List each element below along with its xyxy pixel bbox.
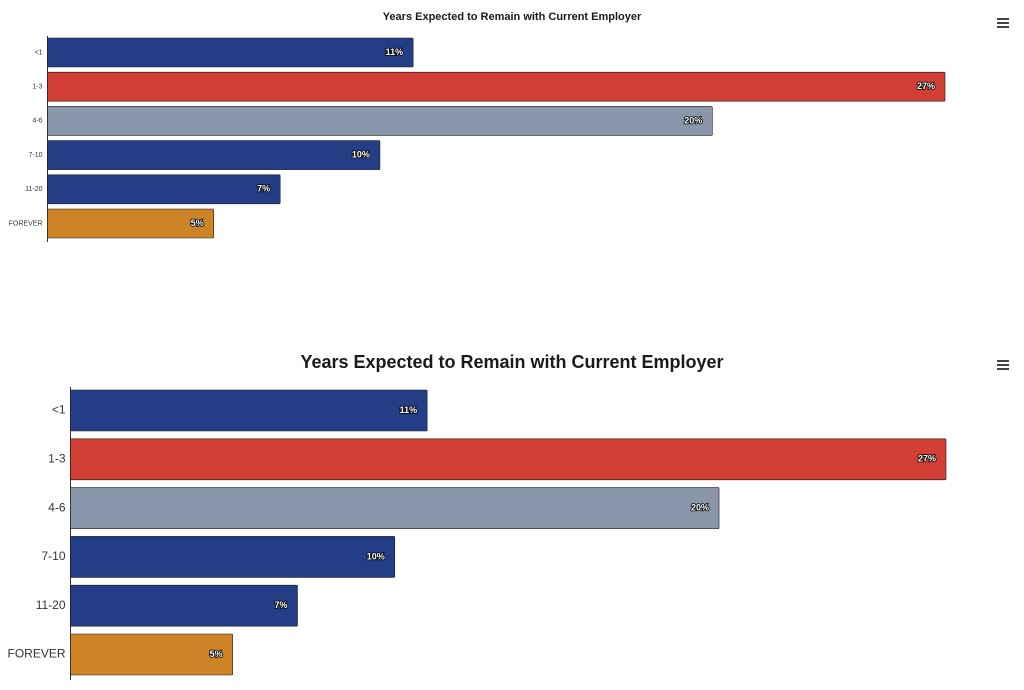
bar[interactable] [47,71,946,102]
bar[interactable] [47,140,381,170]
tick-label: 7-10 [28,152,42,159]
data-label: 27% [917,81,935,91]
bar[interactable] [47,208,215,239]
tick-label: <1 [35,49,43,56]
chart-bottom: Years Expected to Remain with Current Em… [0,345,1024,690]
data-label: 11% [386,47,404,57]
tick-label: 4-6 [32,118,42,125]
tick-label: 7-10 [41,549,65,563]
bar[interactable] [70,487,720,529]
hamburger-menu-icon [997,18,1009,28]
data-label: 27% [918,454,936,464]
data-label: 10% [352,149,370,159]
data-label: 20% [691,502,709,512]
bar[interactable] [47,174,281,205]
hamburger-menu-icon [997,360,1009,370]
chart-menu-button[interactable] [994,14,1012,32]
bar[interactable] [47,106,713,136]
chart-title: Years Expected to Remain with Current Em… [382,11,642,23]
tick-label: 4-6 [48,500,66,514]
bar-chart-plot: <1 11% 1-3 27% 4-6 20% 7-10 10% 11-20 7% FOREVER 5% [9,36,946,242]
tick-label: 11-20 [25,186,42,193]
bar[interactable] [70,633,233,676]
tick-label: <1 [52,403,66,417]
tick-label: 1-3 [32,84,42,91]
bar[interactable] [70,389,428,432]
data-label: 10% [367,551,385,561]
bar[interactable] [70,438,947,481]
chart-top: Years Expected to Remain with Current Em… [0,0,1024,260]
data-label: 7% [274,600,287,610]
data-label: 5% [191,218,204,228]
tick-label: 11-20 [36,598,66,612]
bar[interactable] [70,536,396,578]
bar-chart-plot: <1 11% 1-3 27% 4-6 20% 7-10 10% 11-20 7% FOREVER 5% [7,387,947,680]
chart-title: Years Expected to Remain with Current Em… [300,352,724,372]
bar[interactable] [70,584,298,627]
data-label: 7% [257,184,270,194]
chart-menu-button[interactable] [994,356,1012,374]
tick-label: 1-3 [48,451,66,465]
data-label: 5% [210,649,223,659]
data-label: 11% [400,405,418,415]
tick-label: FOREVER [9,220,43,227]
tick-label: FOREVER [7,647,65,661]
bar[interactable] [47,37,414,68]
data-label: 20% [684,115,702,125]
